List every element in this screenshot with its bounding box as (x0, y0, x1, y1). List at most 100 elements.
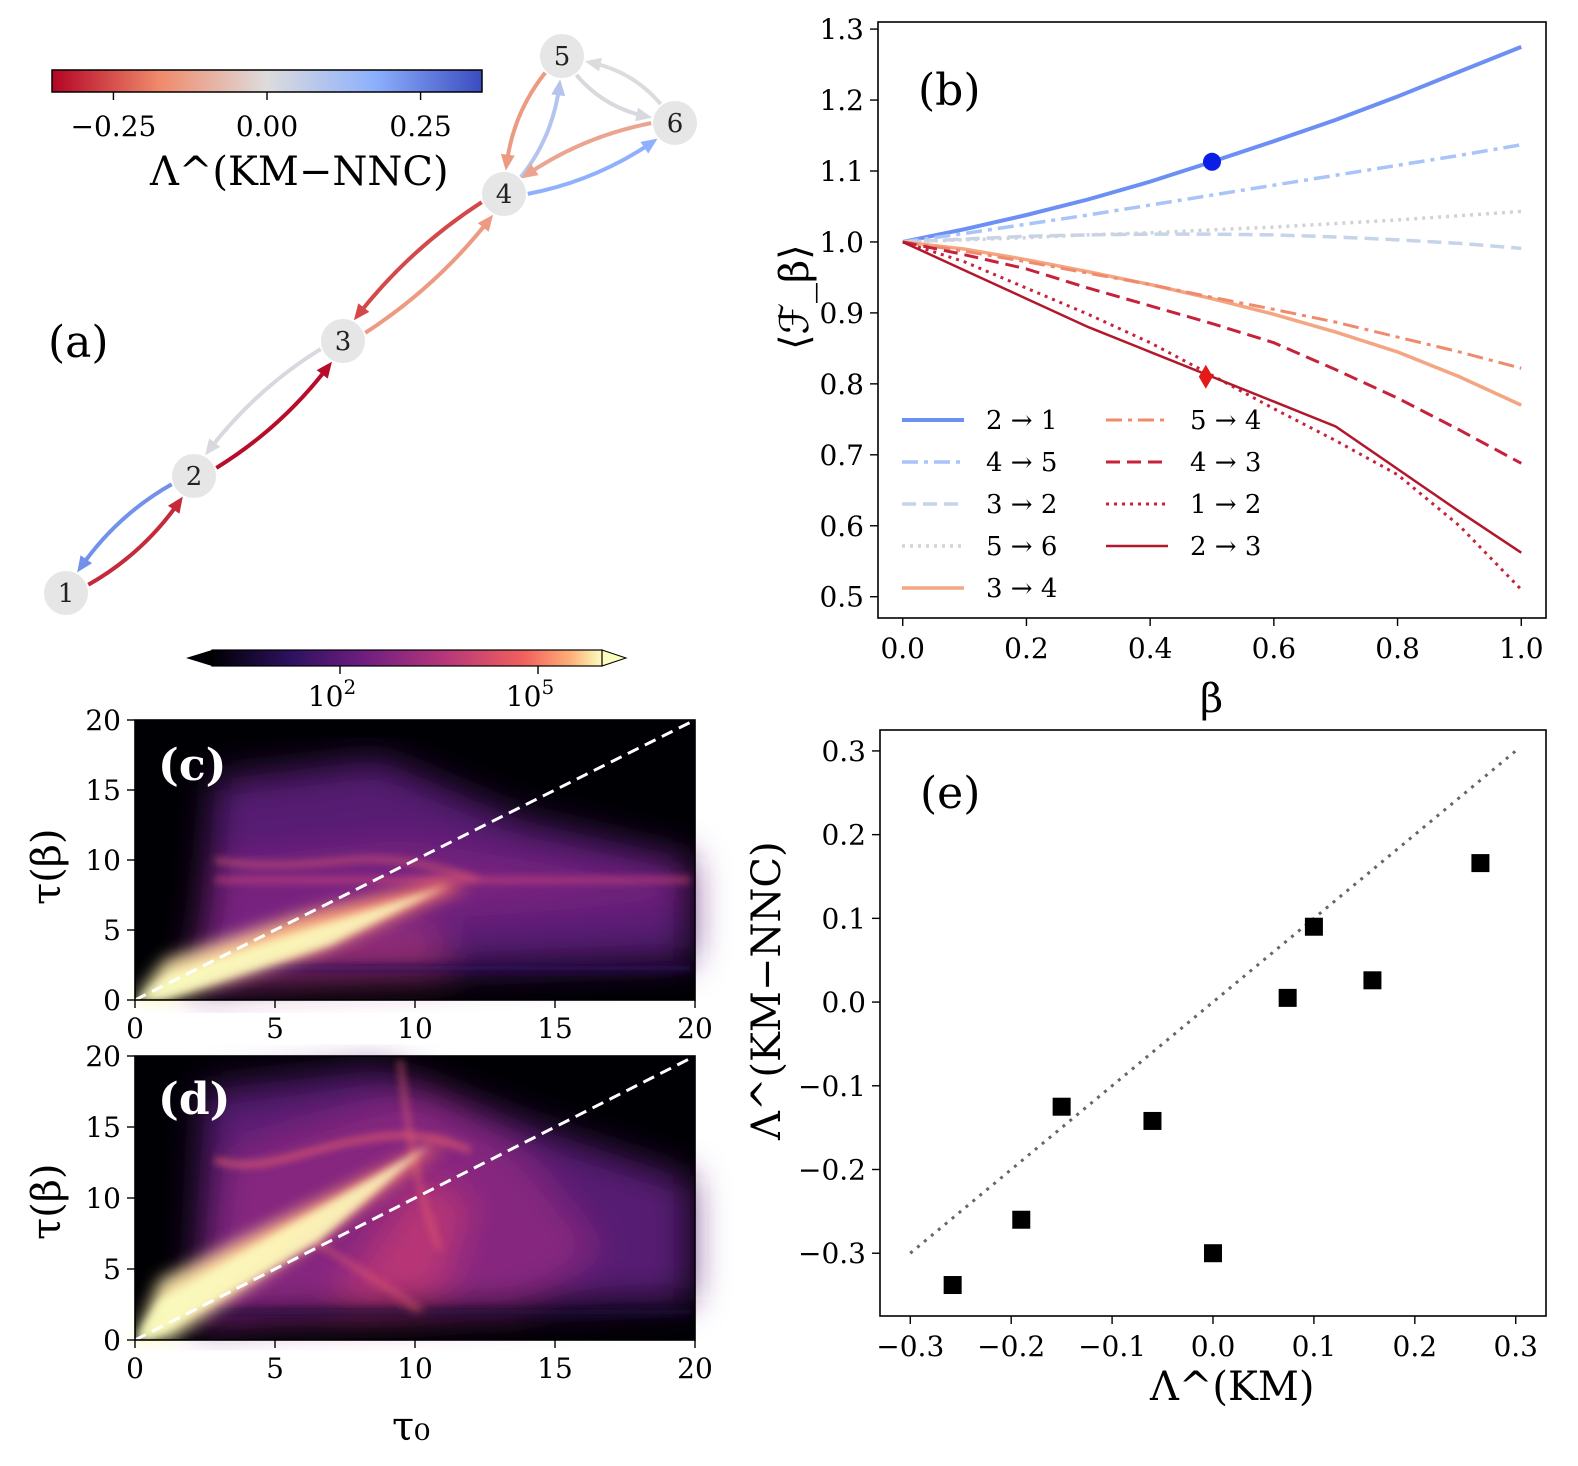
panel-b-ytick-label: 0.6 (819, 510, 864, 543)
heatmap-c-ytick-label: 20 (85, 704, 121, 737)
edge-3-2 (207, 347, 322, 452)
coolwarm-colorbar (51, 69, 483, 93)
node-label-5: 5 (554, 42, 571, 72)
heatmap-d-xtick-label: 15 (537, 1352, 573, 1385)
colorbar-a-tick-label: −0.25 (71, 110, 157, 143)
panel-a-network: −0.25 0.00 0.25 Λ^(KM−NNC) (a) 1 2 3 4 5 6 (44, 34, 697, 615)
panel-b-xtick-label: 0.4 (1128, 632, 1173, 665)
panel-b-ytick-label: 1.1 (819, 155, 864, 188)
node-4 (482, 172, 526, 216)
heatmap-c-ticks: 0 5 10 15 20 0 5 10 15 20 (85, 704, 712, 1045)
edge-2-1 (78, 482, 173, 569)
scatter-point (1204, 1244, 1222, 1263)
edge-arrowhead-5-4 (500, 153, 515, 171)
edge-4-5 (519, 85, 562, 179)
panel-b-xlabel: β (1200, 676, 1223, 722)
panel-b-xtick-label: 1.0 (1499, 632, 1544, 665)
series-line-4---5 (902, 143, 1522, 244)
node-label-6: 6 (667, 109, 684, 139)
panel-d-xlabel: τ₀ (392, 1404, 430, 1450)
edge-5-4 (504, 71, 547, 165)
magma-colorbar-frame (211, 649, 603, 667)
panel-e-xtick-label: 0.2 (1393, 1330, 1438, 1363)
panel-b-legend: 2 → 1 4 → 5 3 → 2 5 → 6 3 → 4 5 → 4 4 → 3 1 → 2… (902, 406, 1261, 604)
node-1 (44, 571, 88, 615)
panel-b-ytick-label: 1.0 (819, 226, 864, 259)
heatmap-c-xtick-label: 10 (397, 1012, 433, 1045)
panel-e-xtick-label: 0.1 (1292, 1330, 1337, 1363)
edge-arrowhead-4-6 (640, 138, 658, 154)
series-line-3---4 (902, 240, 1522, 407)
series-line-3---2 (902, 232, 1522, 251)
panel-b-ytick-label: 1.3 (819, 13, 864, 46)
network-edges (77, 57, 663, 587)
panel-b-frame (877, 21, 1547, 619)
colorbar-a-label: Λ^(KM−NNC) (149, 149, 449, 195)
panel-e-xtick-label: −0.2 (977, 1330, 1045, 1363)
panel-b-ylabel: ⟨ℱ_β⟩ (772, 244, 818, 350)
panel-e-ytick-label: 0.3 (821, 735, 866, 768)
node-6 (653, 101, 697, 145)
panel-e-ytick-label: 0.0 (821, 986, 866, 1019)
heatmap-d: (d) 0 5 10 15 20 0 5 10 15 20 τ(β) τ₀ (24, 1040, 713, 1450)
node-label-2: 2 (186, 462, 203, 492)
heatmap-c: (c) 0 5 10 15 20 0 5 10 15 20 τ(β) (24, 704, 713, 1045)
panel-e-ytick-label: −0.1 (798, 1070, 866, 1103)
series-line-1---2 (902, 240, 1523, 591)
panel-e-ytick-label: −0.3 (798, 1237, 866, 1270)
heatmap-d-xtick-label: 10 (397, 1352, 433, 1385)
heatmap-c-xtick-label: 20 (677, 1012, 713, 1045)
edge-arrowhead-6-4 (521, 163, 539, 179)
marker-diamond (1198, 364, 1213, 389)
panel-e-xtick-label: −0.1 (1078, 1330, 1146, 1363)
panel-b-ytick-label: 1.2 (819, 84, 864, 117)
scatter-point (1363, 971, 1382, 990)
panel-e-ylabel: Λ^(KM−NNC) (744, 841, 790, 1141)
panel-e-scatter: −0.3 −0.2 −0.1 0.0 0.1 0.2 0.3 −0.3 −0.2 −0.1 0.0 0… (744, 729, 1547, 1410)
panel-b-ytick-label: 0.5 (819, 581, 864, 614)
panel-b-ytick-label: 0.9 (819, 297, 864, 330)
magma-colorbar (212, 650, 602, 666)
panel-e-ytick-label: −0.2 (798, 1154, 866, 1187)
legend-label: 5 → 4 (1190, 406, 1261, 436)
magma-colorbar-right-extension (601, 649, 628, 667)
panel-e-ytick-label: 0.2 (821, 819, 866, 852)
node-3 (321, 319, 365, 363)
edge-6-4 (525, 121, 652, 177)
colorbar-magma-ticks: 102 105 (308, 666, 554, 713)
panel-c-ylabel: τ(β) (24, 829, 70, 905)
heatmap-c-xtick-label: 15 (537, 1012, 573, 1045)
heatmap-c-ytick-label: 10 (85, 844, 121, 877)
edge-arrowhead-5-6 (635, 107, 653, 122)
panel-b-line-chart: 0.0 0.2 0.4 0.6 0.8 1.0 0.5 0.6 0.7 0.8 0.9 1.0 1.1 1… (772, 13, 1547, 722)
heatmap-d-ticks: 0 5 10 15 20 0 5 10 15 20 (85, 1040, 712, 1385)
node-label-3: 3 (335, 327, 352, 357)
scatter-point (943, 1276, 962, 1295)
panel-b-xtick-label: 0.6 (1252, 632, 1297, 665)
magma-colorbar-left-extension (186, 650, 212, 666)
heatmap-c-xtick-label: 0 (126, 1012, 144, 1045)
panel-e-ticks: −0.3 −0.2 −0.1 0.0 0.1 0.2 0.3 −0.3 −0.2 −0.1 0.0 0… (798, 735, 1538, 1363)
heatmap-d-density (195, 1070, 690, 1325)
edge-3-4 (364, 218, 491, 335)
network-nodes: 1 2 3 4 5 6 (44, 34, 697, 615)
edge-2-3 (215, 365, 330, 470)
panel-b-label: (b) (918, 65, 981, 116)
edge-arrowhead-4-5 (551, 79, 566, 97)
series-line-5---4 (902, 240, 1522, 370)
scatter-point (1143, 1111, 1162, 1130)
panel-e-label: (e) (920, 768, 980, 819)
colorbar-magma-tick-label: 102 (308, 675, 356, 713)
edge-4-6 (527, 140, 654, 196)
legend-label: 4 → 5 (986, 448, 1057, 478)
heatmap-c-ytick-label: 5 (103, 914, 121, 947)
edge-4-3 (356, 200, 483, 317)
scatter-point (1471, 854, 1490, 873)
marker-circle (1203, 152, 1221, 171)
series-line-2---1 (902, 44, 1523, 244)
panel-b-markers (1198, 152, 1221, 389)
panel-e-xtick-label: −0.3 (876, 1330, 944, 1363)
